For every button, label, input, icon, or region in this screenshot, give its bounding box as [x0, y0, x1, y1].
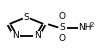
Text: O: O — [59, 34, 66, 43]
Text: O: O — [59, 12, 66, 21]
Text: N: N — [12, 31, 19, 40]
Text: S: S — [24, 13, 29, 22]
Text: NH: NH — [78, 23, 92, 32]
Text: 2: 2 — [89, 22, 94, 28]
Text: N: N — [34, 31, 41, 40]
Text: S: S — [59, 23, 65, 32]
